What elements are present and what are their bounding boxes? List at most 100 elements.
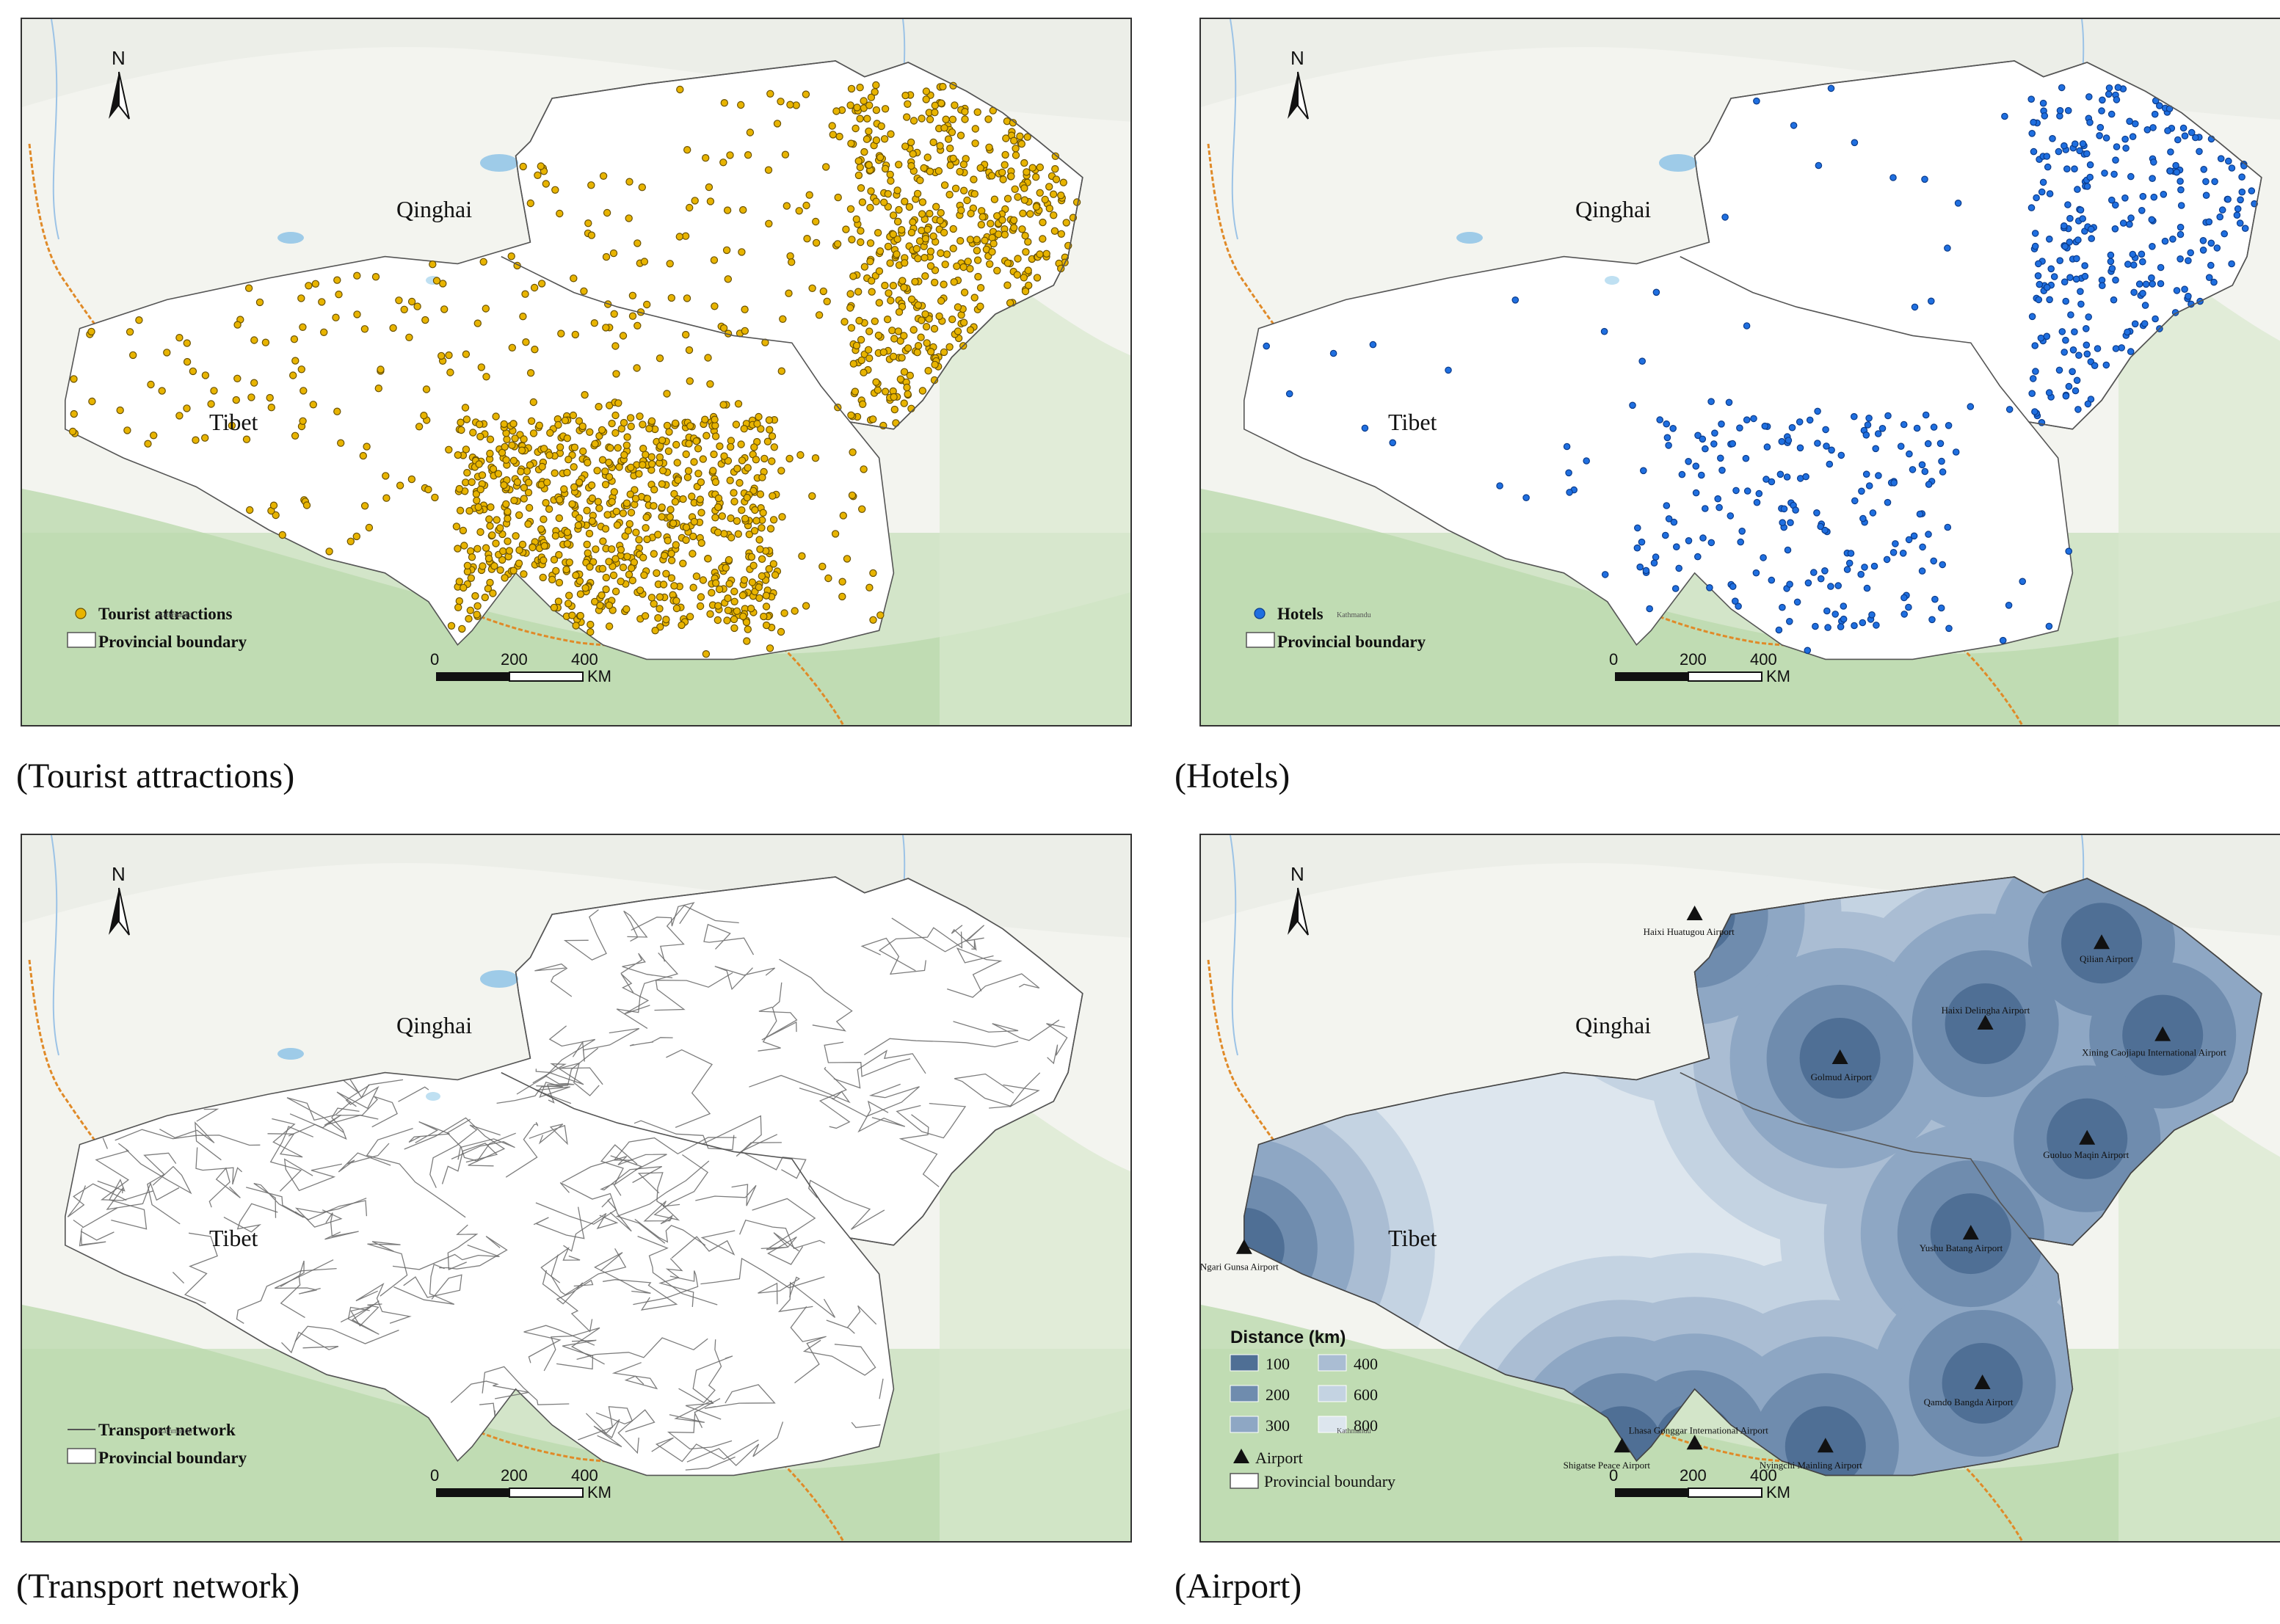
poi-point bbox=[1776, 470, 1785, 478]
poi-point bbox=[261, 338, 270, 346]
poi-point bbox=[931, 108, 939, 117]
poi-point bbox=[1361, 424, 1369, 432]
poi-point bbox=[1718, 420, 1725, 428]
poi-point bbox=[529, 398, 538, 407]
poi-point bbox=[984, 115, 992, 123]
poi-point bbox=[954, 327, 962, 335]
poi-point bbox=[1931, 595, 1939, 603]
poi-point bbox=[2086, 119, 2094, 126]
poi-point bbox=[727, 534, 736, 542]
poi-point bbox=[605, 622, 614, 630]
poi-point bbox=[720, 530, 728, 538]
poi-point bbox=[2039, 178, 2047, 186]
poi-point bbox=[482, 544, 490, 552]
poi-point bbox=[2148, 274, 2155, 282]
river-line bbox=[1230, 19, 1238, 240]
label-qinghai: Qinghai bbox=[396, 196, 472, 222]
poi-point bbox=[563, 468, 571, 477]
poi-point bbox=[764, 166, 773, 174]
poi-point bbox=[876, 611, 885, 619]
road-segment bbox=[451, 1138, 515, 1160]
poi-point bbox=[640, 258, 649, 266]
road-segment bbox=[667, 1411, 733, 1450]
poi-point bbox=[499, 547, 507, 556]
poi-point bbox=[1003, 259, 1012, 267]
poi-point bbox=[682, 450, 690, 459]
road-segment bbox=[562, 1154, 667, 1183]
poi-point bbox=[769, 560, 778, 568]
poi-point bbox=[413, 302, 421, 310]
poi-point bbox=[2061, 278, 2069, 285]
poi-point bbox=[766, 525, 775, 533]
poi-point bbox=[865, 127, 873, 136]
poi-point bbox=[838, 578, 846, 586]
poi-point bbox=[68, 427, 77, 436]
poi-point bbox=[976, 302, 984, 310]
poi-point bbox=[570, 463, 578, 471]
poi-point bbox=[689, 583, 697, 591]
poi-point bbox=[371, 273, 380, 281]
poi-point bbox=[771, 571, 780, 579]
poi-point bbox=[998, 216, 1006, 224]
poi-point bbox=[538, 462, 546, 471]
place-label: Kathmandu bbox=[158, 611, 192, 619]
poi-point bbox=[1753, 97, 1760, 105]
poi-point bbox=[504, 537, 512, 545]
points-layer bbox=[68, 81, 1081, 658]
airport-label: Lhasa Gonggar International Airport bbox=[1629, 1424, 1769, 1435]
poi-point bbox=[739, 205, 747, 214]
poi-point bbox=[786, 101, 794, 109]
poi-point bbox=[710, 256, 719, 264]
poi-point bbox=[724, 594, 732, 602]
legend-boundary-label: Provincial boundary bbox=[1264, 1472, 1395, 1490]
poi-point bbox=[463, 561, 472, 570]
poi-point bbox=[1716, 503, 1723, 511]
road-segment bbox=[294, 1325, 399, 1344]
poi-point bbox=[670, 489, 678, 498]
poi-point bbox=[1369, 341, 1377, 349]
road-segment bbox=[556, 1279, 594, 1305]
road-segment bbox=[286, 1097, 352, 1133]
poi-point bbox=[2029, 375, 2037, 382]
poi-point bbox=[931, 360, 939, 369]
poi-point bbox=[585, 529, 594, 538]
airport-triangle bbox=[1235, 1239, 1252, 1254]
poi-point bbox=[879, 348, 888, 357]
poi-point bbox=[942, 115, 950, 123]
poi-point bbox=[857, 238, 865, 247]
lake-small bbox=[1605, 276, 1619, 285]
poi-point bbox=[1827, 84, 1835, 92]
poi-point bbox=[302, 501, 311, 509]
poi-point bbox=[2107, 110, 2116, 118]
poi-point bbox=[2064, 106, 2072, 114]
legend-airport-label: Airport bbox=[1255, 1449, 1303, 1467]
poi-point bbox=[750, 527, 759, 535]
poi-point bbox=[1020, 274, 1028, 282]
road-segment bbox=[692, 1355, 733, 1413]
poi-point bbox=[2238, 188, 2246, 196]
poi-point bbox=[714, 616, 722, 625]
poi-point bbox=[2064, 201, 2072, 208]
poi-point bbox=[730, 587, 738, 596]
poi-point bbox=[353, 272, 361, 280]
poi-point bbox=[1522, 494, 1530, 501]
poi-point bbox=[2099, 96, 2106, 104]
poi-point bbox=[498, 448, 507, 457]
poi-point bbox=[724, 606, 733, 615]
road-segment bbox=[106, 1181, 180, 1210]
poi-point bbox=[733, 607, 741, 616]
poi-point bbox=[2150, 159, 2157, 166]
poi-point bbox=[2046, 190, 2054, 197]
poi-point bbox=[959, 263, 967, 272]
poi-point bbox=[1714, 495, 1721, 503]
road-segment bbox=[159, 1121, 222, 1161]
poi-point bbox=[2169, 235, 2176, 243]
poi-point bbox=[889, 211, 898, 219]
poi-point bbox=[592, 545, 600, 553]
poi-point bbox=[163, 349, 171, 357]
airport-label: Qamdo Bangda Airport bbox=[1924, 1397, 2014, 1408]
poi-point bbox=[893, 217, 902, 226]
north-arrow-left bbox=[109, 72, 119, 119]
poi-point bbox=[987, 172, 996, 180]
